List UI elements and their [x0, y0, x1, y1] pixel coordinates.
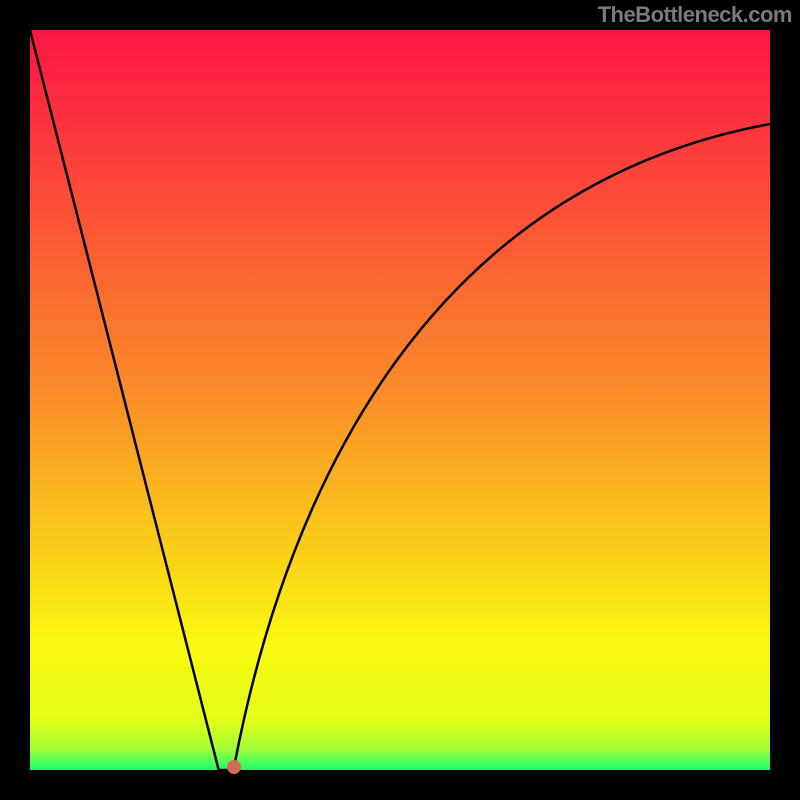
- curve-path: [30, 30, 770, 770]
- min-marker: [227, 760, 241, 774]
- curve-svg: [0, 0, 800, 800]
- chart-container: TheBottleneck.com: [0, 0, 800, 800]
